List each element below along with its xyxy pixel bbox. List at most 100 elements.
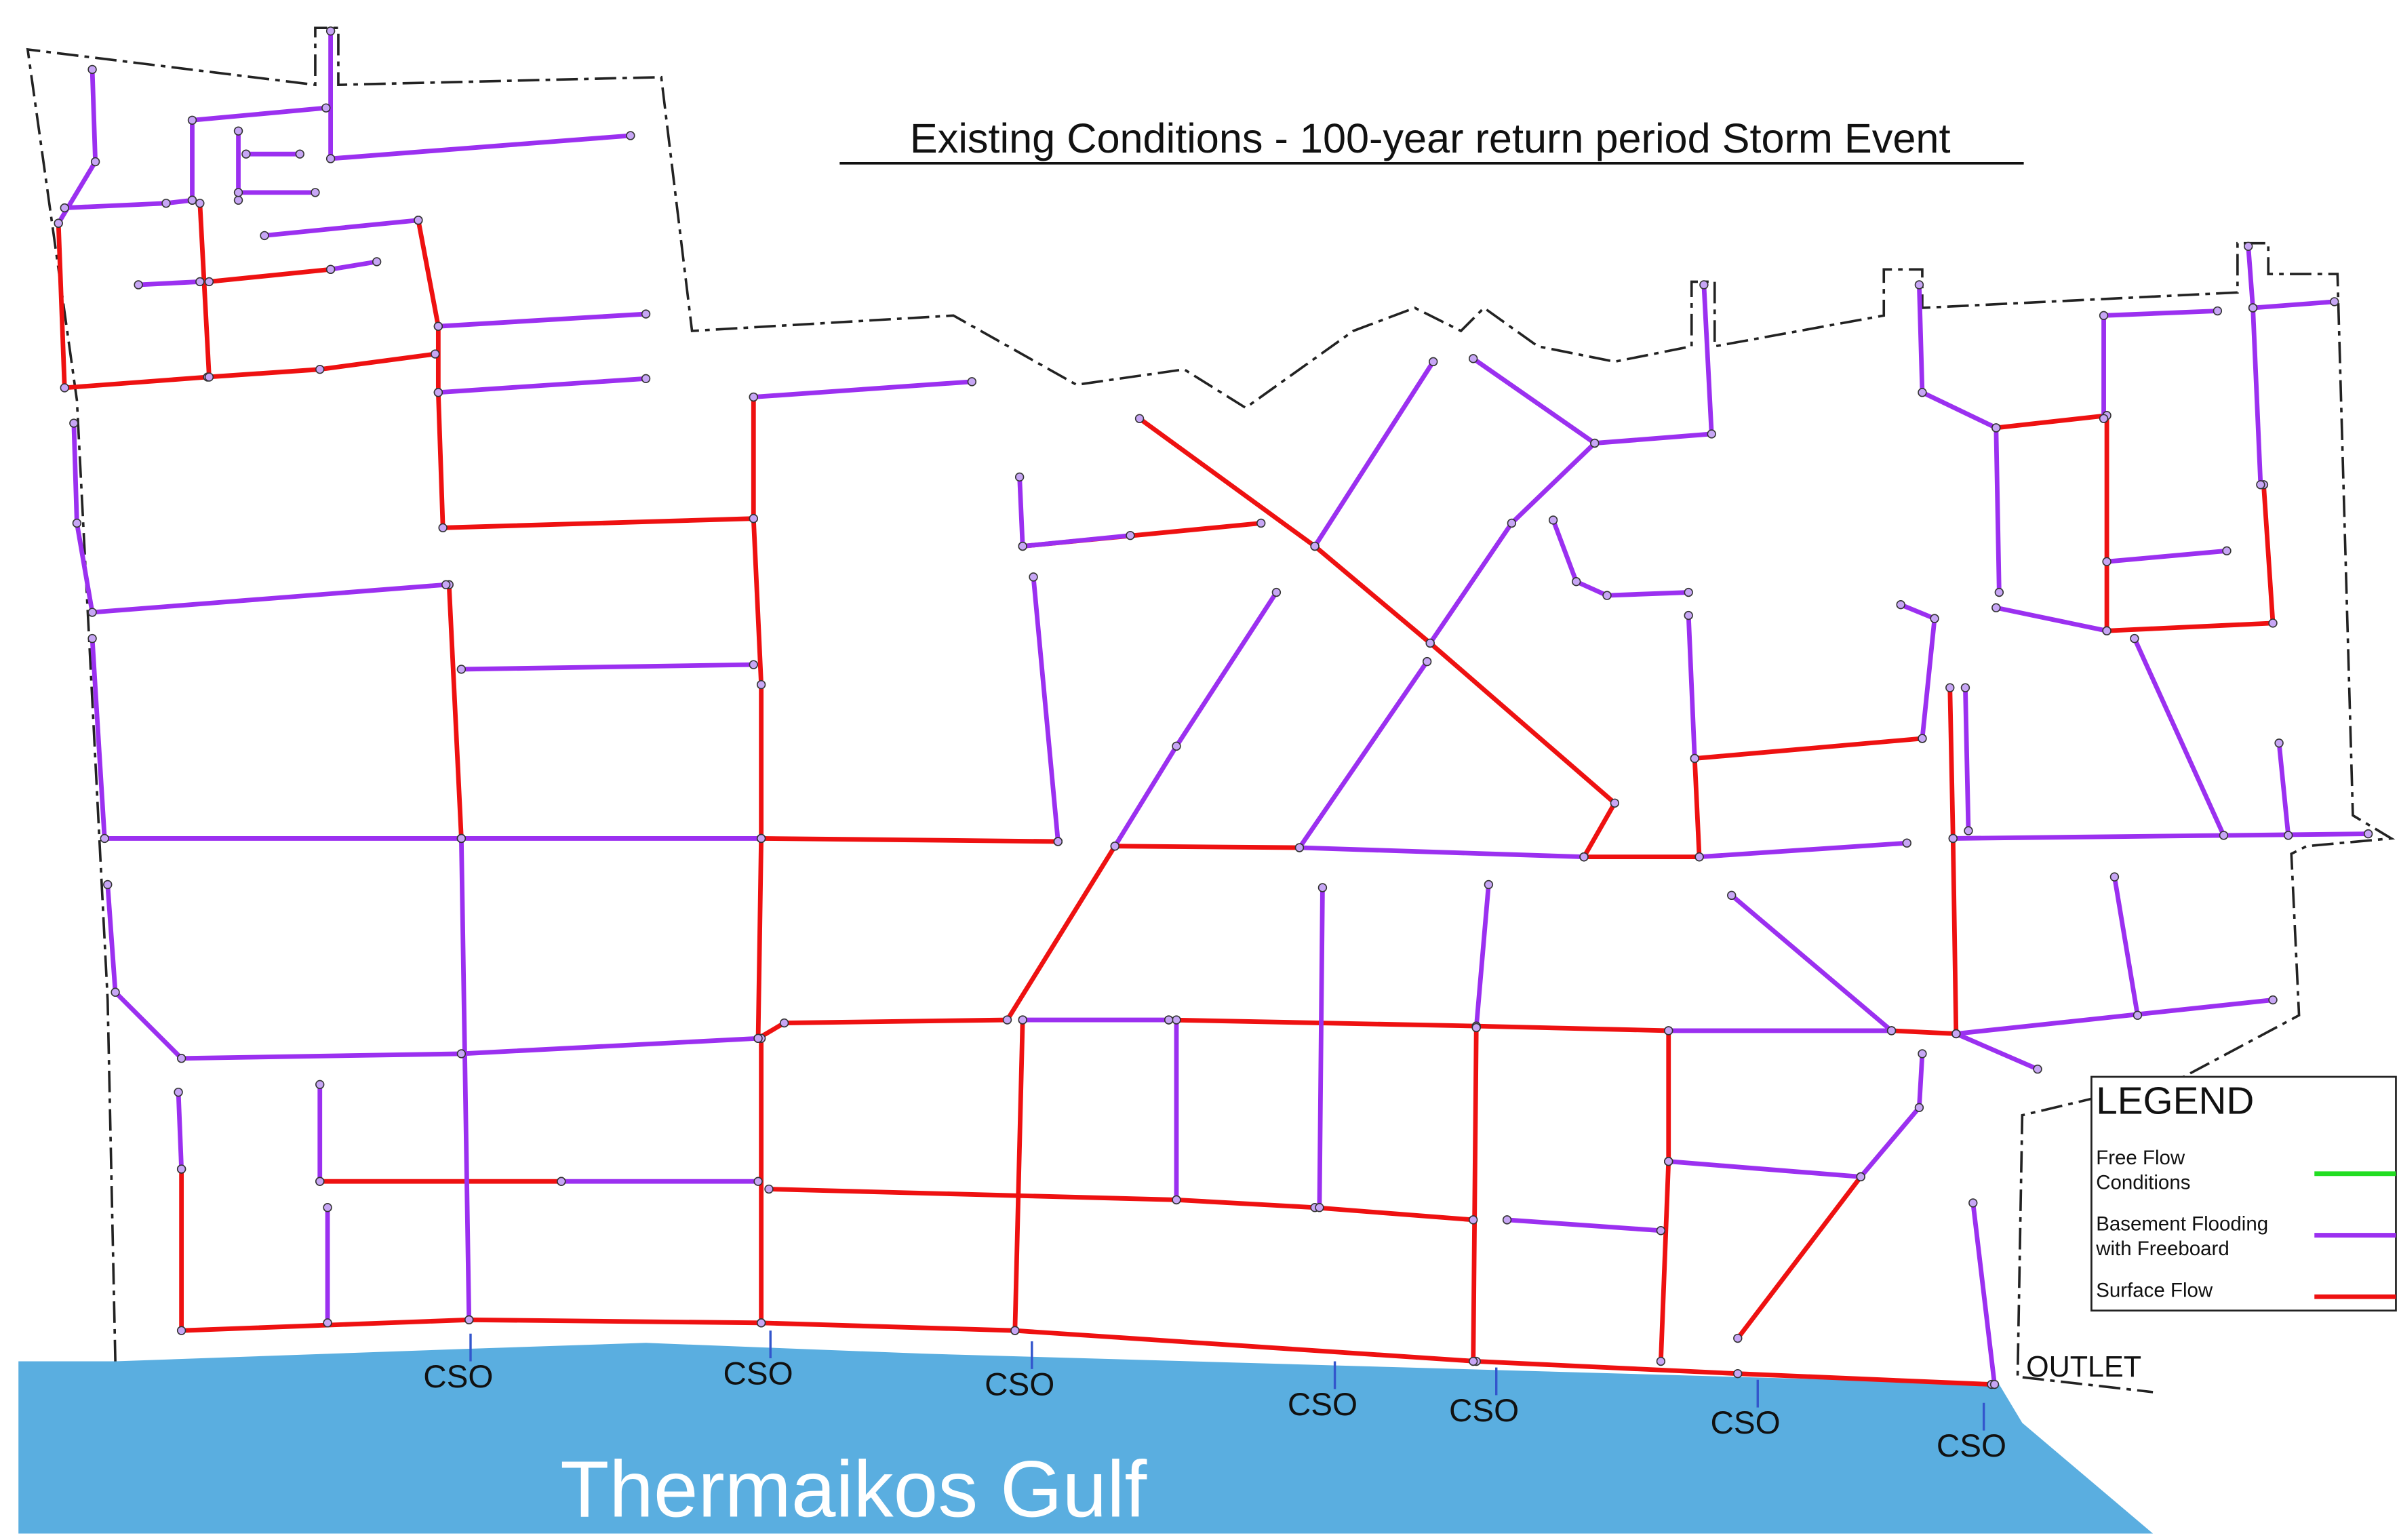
pipe	[197, 201, 212, 380]
manhole	[187, 195, 197, 205]
manhole	[431, 349, 440, 359]
cso-label: CSO	[1937, 1428, 2006, 1464]
manhole	[1579, 852, 1589, 862]
manhole	[204, 372, 214, 382]
manhole	[2102, 626, 2111, 635]
pipe	[1970, 1200, 1997, 1387]
pipe	[435, 311, 648, 329]
pipe	[1686, 613, 1697, 761]
pipe	[136, 279, 203, 288]
manhole	[195, 277, 205, 287]
manhole	[2102, 557, 2111, 566]
manhole	[1294, 843, 1305, 852]
pipe	[179, 1166, 1994, 1387]
manhole	[1315, 1203, 1324, 1212]
manhole	[325, 264, 336, 274]
manhole	[438, 523, 448, 532]
manhole	[260, 231, 269, 241]
manhole	[1014, 472, 1025, 482]
manhole	[1548, 515, 1558, 525]
manhole	[433, 388, 443, 397]
manhole	[1422, 656, 1432, 667]
manhole	[2248, 303, 2258, 313]
manhole	[779, 1018, 789, 1028]
cso-label: CSO	[1449, 1393, 1519, 1429]
manhole	[1656, 1356, 1666, 1366]
manhole	[1469, 354, 1478, 363]
manhole	[756, 1318, 766, 1328]
pipe	[1916, 282, 2002, 595]
manhole	[311, 188, 320, 197]
pipe	[1471, 1025, 1479, 1364]
manhole	[325, 26, 336, 36]
manhole	[87, 64, 97, 75]
cso-label: CSO	[423, 1359, 493, 1395]
manhole	[414, 216, 423, 225]
manhole	[1960, 683, 1970, 692]
manhole	[1018, 541, 1027, 551]
catchment-boundary	[26, 26, 2396, 1394]
manhole	[2256, 480, 2265, 490]
manhole	[2268, 995, 2278, 1005]
manhole	[1610, 798, 1620, 808]
manhole	[54, 218, 63, 228]
manhole	[174, 1087, 183, 1097]
pipe	[435, 376, 648, 395]
manhole	[1425, 638, 1435, 648]
manhole	[187, 115, 197, 125]
manhole	[756, 833, 766, 844]
pipe	[207, 266, 334, 284]
manhole	[1694, 852, 1704, 862]
manhole	[1256, 518, 1266, 528]
manhole	[1886, 1026, 1897, 1035]
manhole	[233, 126, 243, 136]
legend-box	[2090, 1075, 2397, 1312]
manhole	[1172, 1195, 1181, 1205]
manhole	[1469, 1215, 1478, 1225]
manhole	[204, 277, 214, 287]
manhole	[1507, 518, 1517, 528]
manhole	[1989, 1379, 2000, 1389]
map-title: Existing Conditions - 100-year return pe…	[910, 115, 1951, 161]
manhole	[1914, 280, 1924, 290]
legend-label: Basement Flooding	[2096, 1213, 2268, 1236]
manhole	[1684, 587, 1693, 597]
manhole	[1896, 600, 1905, 610]
manhole	[1126, 530, 1135, 540]
cso-label: CSO	[723, 1356, 793, 1392]
pipe	[1312, 359, 1436, 549]
manhole	[87, 608, 97, 617]
manhole	[1271, 587, 1282, 597]
manhole	[1707, 429, 1716, 439]
pipe	[1950, 831, 2371, 841]
manhole	[1964, 826, 1973, 835]
manhole	[1571, 576, 1581, 587]
manhole	[1484, 880, 1494, 890]
pipe	[1471, 282, 1714, 446]
pipe	[1317, 885, 1325, 1210]
manhole	[764, 1184, 774, 1194]
manhole	[2244, 241, 2253, 251]
manhole	[967, 377, 977, 387]
pipe	[446, 582, 464, 841]
manhole	[1134, 414, 1145, 423]
manhole	[1991, 423, 2001, 433]
manhole	[557, 1177, 566, 1186]
cso-label: CSO	[1288, 1387, 1357, 1423]
manhole	[103, 880, 113, 890]
manhole	[195, 199, 205, 208]
manhole	[1002, 1015, 1012, 1025]
manhole	[1317, 883, 1328, 892]
manhole	[1930, 614, 1939, 623]
pipe	[1954, 998, 2276, 1036]
pipe	[2112, 874, 2140, 1018]
pipe	[71, 420, 449, 615]
pipe	[1666, 1051, 1925, 1179]
manhole	[295, 149, 304, 159]
pipe	[1963, 685, 1971, 833]
manhole	[321, 103, 331, 113]
manhole	[372, 257, 382, 266]
pipe	[1581, 736, 1925, 860]
